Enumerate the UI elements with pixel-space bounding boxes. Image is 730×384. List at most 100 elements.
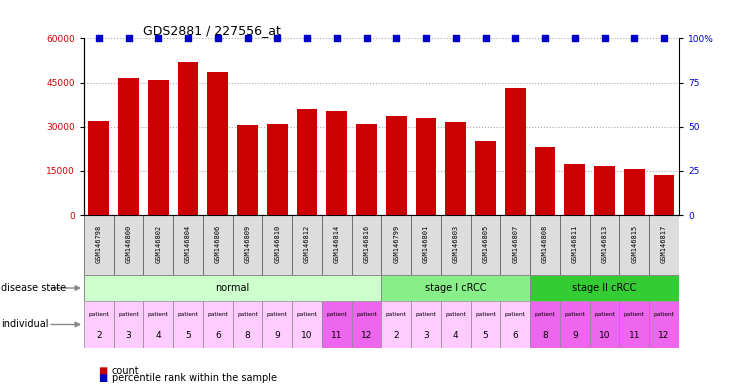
Bar: [505, 88, 526, 215]
Bar: [352, 215, 381, 275]
Text: 3: 3: [126, 331, 131, 341]
Bar: [386, 116, 407, 215]
Text: GSM146806: GSM146806: [215, 225, 220, 263]
Text: 5: 5: [185, 331, 191, 341]
Bar: [114, 301, 143, 348]
Bar: [296, 109, 318, 215]
Bar: [530, 301, 560, 348]
Bar: [326, 111, 347, 215]
Bar: [534, 147, 556, 215]
Text: GSM146804: GSM146804: [185, 225, 191, 263]
Text: stage II cRCC: stage II cRCC: [572, 283, 637, 293]
Text: patient: patient: [356, 312, 377, 317]
Bar: [649, 215, 679, 275]
Text: percentile rank within the sample: percentile rank within the sample: [112, 373, 277, 383]
Text: 6: 6: [215, 331, 220, 341]
Text: GSM146808: GSM146808: [542, 225, 548, 263]
Point: [658, 35, 670, 41]
Text: patient: patient: [386, 312, 407, 317]
Text: 12: 12: [658, 331, 669, 341]
Text: patient: patient: [534, 312, 556, 317]
Bar: [84, 301, 114, 348]
Text: 12: 12: [361, 331, 372, 341]
Text: GSM146800: GSM146800: [126, 225, 131, 263]
Bar: [411, 215, 441, 275]
Bar: [382, 215, 411, 275]
Text: 10: 10: [301, 331, 313, 341]
Point: [182, 35, 194, 41]
Text: patient: patient: [564, 312, 585, 317]
Text: 9: 9: [572, 331, 577, 341]
Bar: [590, 215, 619, 275]
Bar: [624, 169, 645, 215]
Bar: [292, 215, 322, 275]
Bar: [471, 301, 501, 348]
Text: GSM146802: GSM146802: [155, 225, 161, 263]
Bar: [322, 215, 352, 275]
Bar: [352, 301, 381, 348]
Text: 11: 11: [629, 331, 640, 341]
Text: patient: patient: [237, 312, 258, 317]
Bar: [267, 124, 288, 215]
Bar: [173, 215, 203, 275]
Bar: [263, 215, 292, 275]
Point: [331, 35, 342, 41]
Text: GSM146814: GSM146814: [334, 225, 339, 263]
Bar: [114, 215, 143, 275]
Bar: [143, 215, 173, 275]
Point: [212, 35, 223, 41]
Text: patient: patient: [475, 312, 496, 317]
Text: 2: 2: [393, 331, 399, 341]
Text: patient: patient: [624, 312, 645, 317]
Point: [93, 35, 104, 41]
Bar: [207, 72, 228, 215]
Bar: [292, 301, 322, 348]
Text: GSM146809: GSM146809: [245, 225, 250, 263]
Text: patient: patient: [148, 312, 169, 317]
Text: patient: patient: [415, 312, 437, 317]
Text: 9: 9: [274, 331, 280, 341]
Text: patient: patient: [326, 312, 347, 317]
Text: normal: normal: [215, 283, 250, 293]
Point: [569, 35, 580, 41]
Bar: [441, 215, 471, 275]
Text: GSM146798: GSM146798: [96, 225, 101, 263]
Text: GSM146807: GSM146807: [512, 225, 518, 263]
Text: 2: 2: [96, 331, 101, 341]
Bar: [530, 275, 679, 301]
Point: [391, 35, 402, 41]
Point: [153, 35, 164, 41]
Bar: [564, 164, 585, 215]
Text: patient: patient: [296, 312, 318, 317]
Text: count: count: [112, 366, 139, 376]
Text: individual: individual: [1, 319, 48, 329]
Bar: [203, 215, 233, 275]
Text: GSM146813: GSM146813: [602, 225, 607, 263]
Bar: [237, 125, 258, 215]
Point: [480, 35, 491, 41]
Point: [123, 35, 134, 41]
Bar: [203, 301, 233, 348]
Point: [539, 35, 551, 41]
Bar: [501, 301, 530, 348]
Text: GSM146811: GSM146811: [572, 225, 577, 263]
Text: GSM146817: GSM146817: [661, 225, 667, 263]
Text: 11: 11: [331, 331, 342, 341]
Point: [361, 35, 372, 41]
Bar: [356, 124, 377, 215]
Point: [272, 35, 283, 41]
Bar: [590, 301, 619, 348]
Bar: [653, 175, 675, 215]
Text: GSM146815: GSM146815: [631, 225, 637, 263]
Text: GSM146816: GSM146816: [364, 225, 369, 263]
Bar: [177, 62, 199, 215]
Bar: [620, 301, 649, 348]
Text: patient: patient: [118, 312, 139, 317]
Bar: [88, 121, 110, 215]
Text: patient: patient: [505, 312, 526, 317]
Bar: [118, 78, 139, 215]
Text: 6: 6: [512, 331, 518, 341]
Text: GSM146799: GSM146799: [393, 225, 399, 263]
Text: patient: patient: [88, 312, 110, 317]
Bar: [560, 301, 590, 348]
